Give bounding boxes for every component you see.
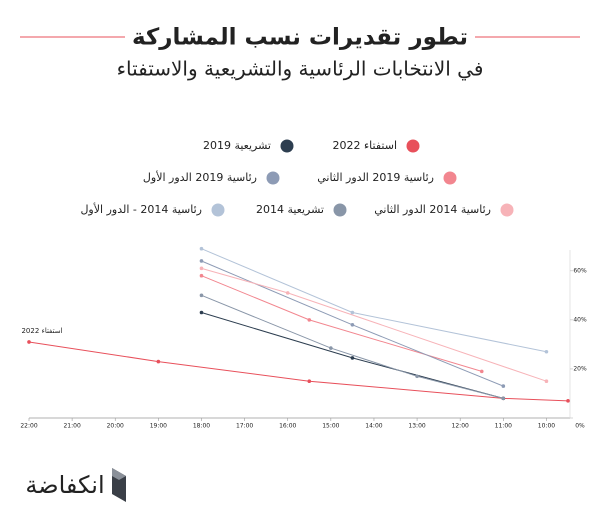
data-point [501, 396, 506, 401]
legend-swatch [266, 171, 280, 185]
x-tick-label: 19:00 [150, 423, 167, 430]
data-point [307, 379, 312, 384]
legend-label: استفتاء 2022 [333, 139, 398, 152]
x-tick-label: 13:00 [408, 423, 425, 430]
brand: انكفاضة [25, 471, 104, 499]
data-point [199, 293, 204, 298]
data-point [415, 374, 419, 379]
logo-icon [112, 468, 126, 480]
legend-swatch [211, 203, 225, 217]
data-point [544, 349, 549, 354]
data-point [544, 379, 549, 384]
y-tick-label: 0% [575, 423, 585, 430]
data-point [199, 273, 204, 278]
data-point [566, 399, 570, 403]
data-point [199, 266, 204, 271]
x-tick-label: 18:00 [193, 423, 210, 430]
x-tick-label: 20:00 [107, 423, 124, 430]
series-line [201, 267, 547, 382]
y-tick-label: 60% [573, 267, 587, 274]
data-point [350, 322, 355, 327]
legend-label: رئاسية 2019 الدور الثاني [317, 171, 434, 184]
series-line [201, 275, 482, 372]
data-point [329, 346, 333, 350]
x-tick-label: 11:00 [495, 423, 512, 430]
data-point [479, 369, 484, 374]
legend-swatch [406, 139, 420, 153]
legend-label: تشريعية 2019 [203, 139, 271, 152]
annotation: استفتاء 2022 [21, 327, 62, 335]
data-point [307, 318, 312, 322]
legend-swatch [333, 203, 347, 217]
chart-subtitle: في الانتخابات الرئاسية والتشريعية والاست… [117, 57, 484, 82]
x-tick-label: 12:00 [452, 423, 469, 430]
data-point [199, 259, 204, 263]
data-point [350, 310, 355, 315]
x-tick-label: 10:00 [538, 423, 555, 430]
x-tick-label: 14:00 [365, 423, 382, 430]
x-tick-label: 17:00 [236, 423, 253, 430]
series-line [28, 341, 569, 402]
legend-label: رئاسية 2014 الدور الثاني [374, 203, 491, 216]
data-point [156, 359, 161, 364]
x-tick-label: 22:00 [20, 423, 37, 430]
legend-label: تشريعية 2014 [256, 203, 324, 216]
chart-title: تطور تقديرات نسب المشاركة [132, 25, 468, 51]
x-tick-label: 15:00 [322, 423, 339, 430]
data-point [285, 291, 290, 295]
x-tick-label: 16:00 [279, 423, 296, 430]
legend-label: رئاسية 2019 الدور الأول [143, 170, 257, 184]
series-line [201, 248, 547, 353]
series-line [201, 294, 504, 399]
legend-swatch [500, 203, 514, 217]
y-tick-label: 20% [573, 365, 587, 372]
x-tick-label: 21:00 [63, 423, 80, 430]
legend-swatch [443, 171, 457, 185]
data-point [350, 356, 355, 360]
data-point [27, 340, 31, 344]
y-tick-label: 40% [573, 316, 587, 323]
legend-swatch [280, 139, 294, 153]
data-point [199, 246, 204, 251]
data-point [199, 310, 204, 315]
data-point [501, 384, 506, 388]
legend-label: رئاسية 2014 - الدور الأول [80, 202, 202, 216]
